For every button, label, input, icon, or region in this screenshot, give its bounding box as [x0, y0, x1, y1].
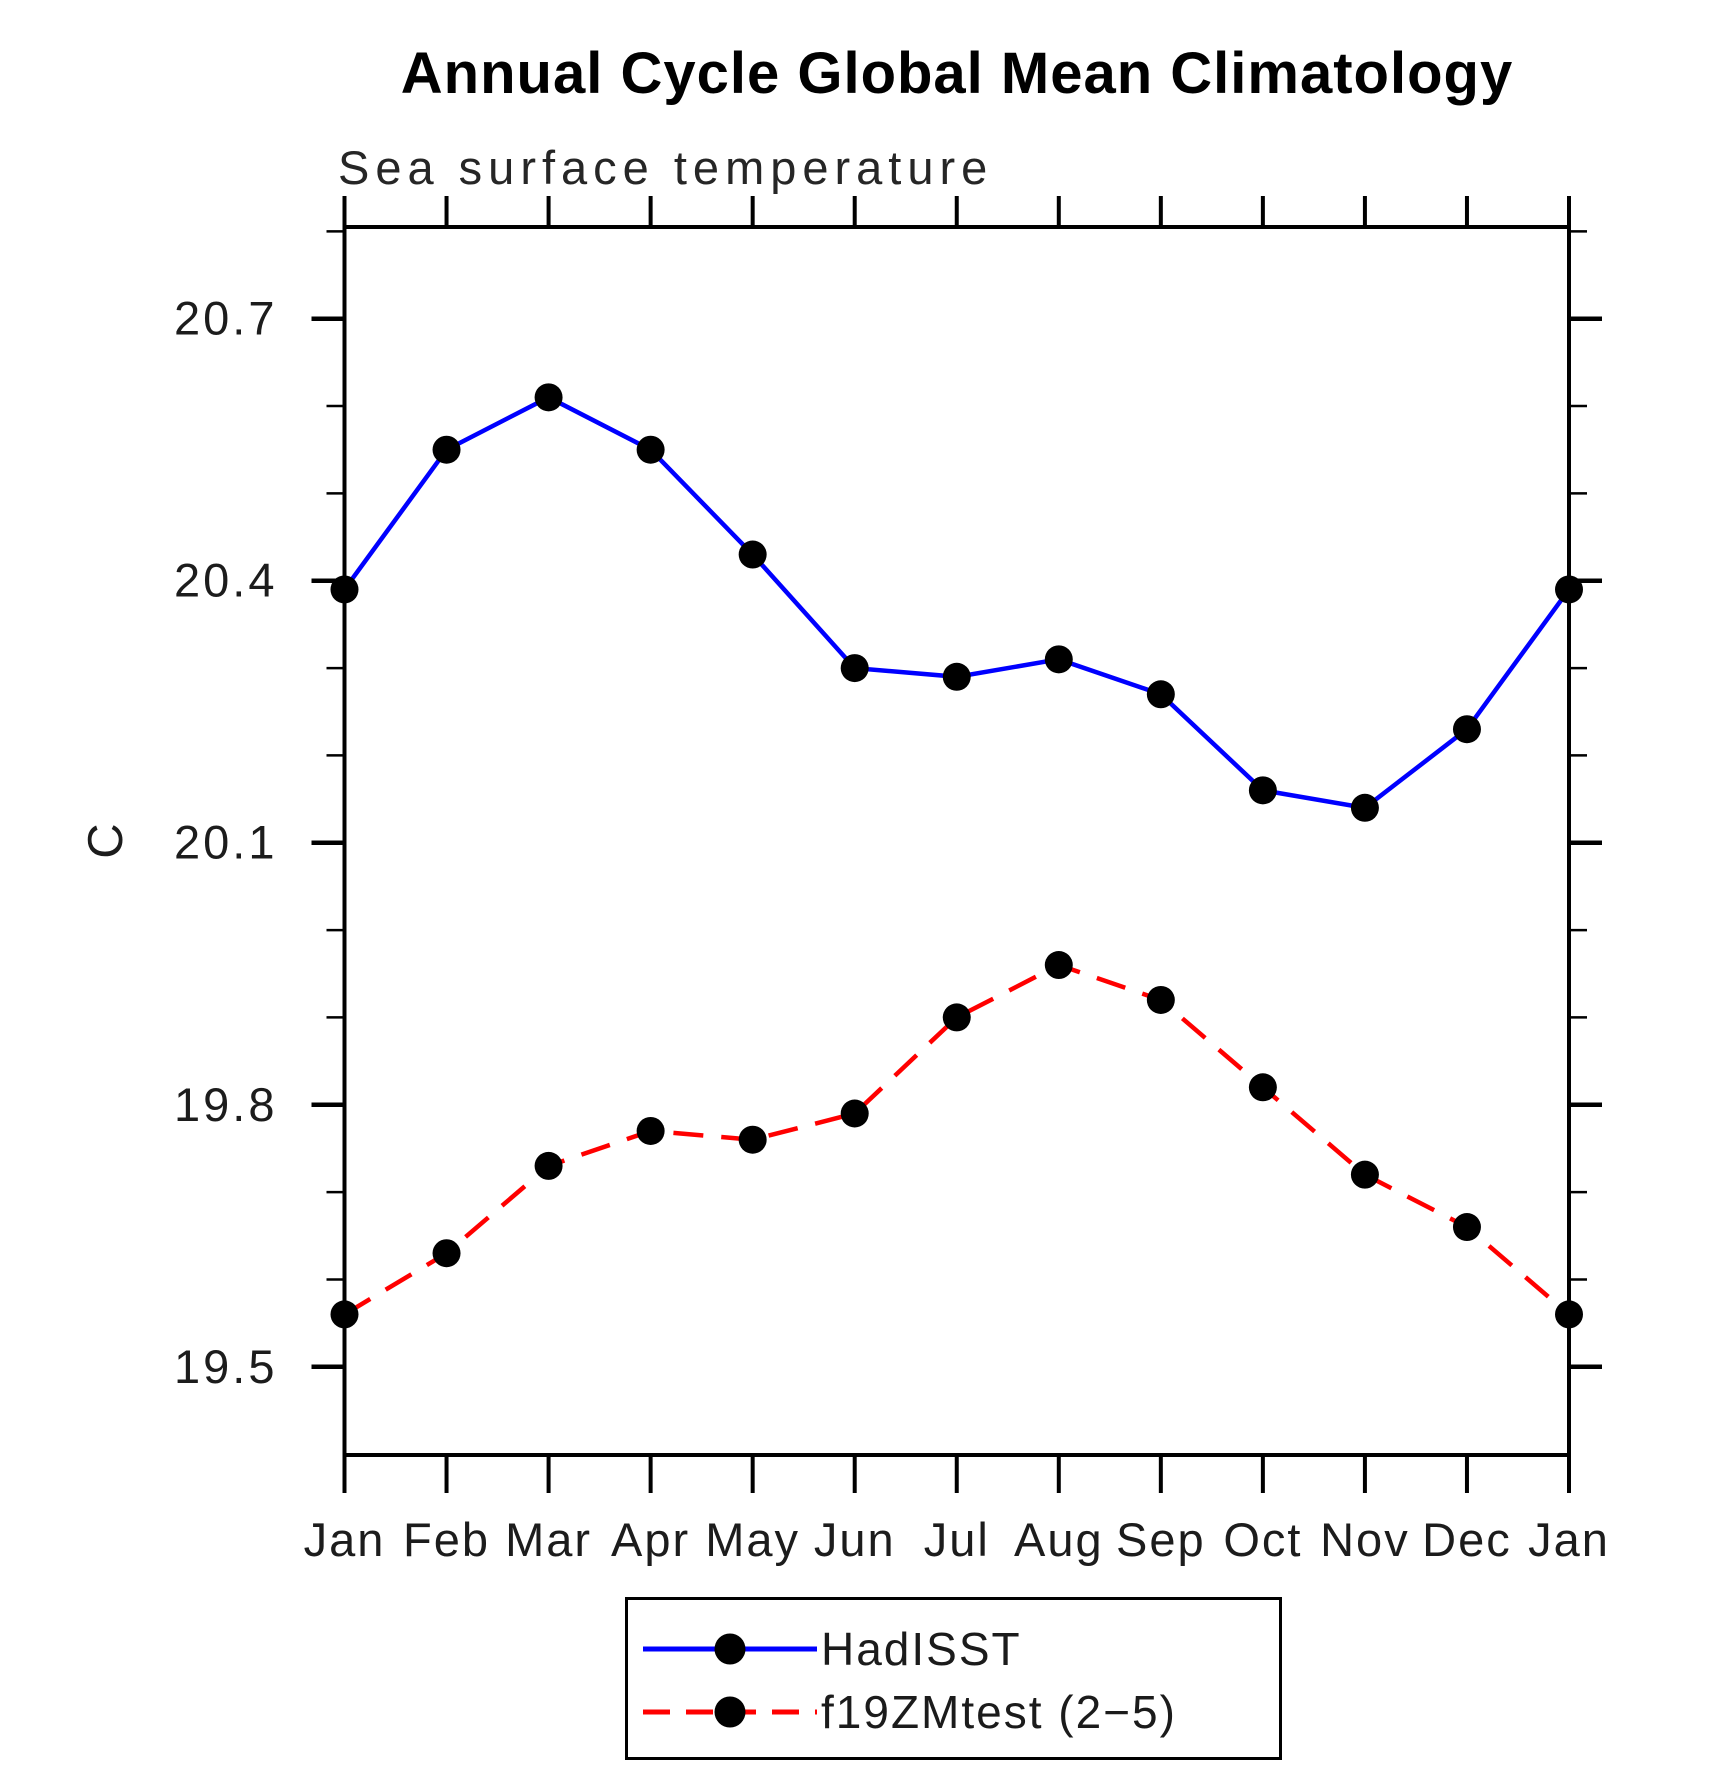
x-tick-label: Apr: [611, 1513, 690, 1566]
data-point-marker: [738, 1125, 767, 1154]
y-tick-label: 19.5: [174, 1340, 277, 1393]
legend-marker-dot: [714, 1696, 746, 1727]
x-tick-label: Oct: [1223, 1513, 1302, 1566]
legend-sample-line-solid: [643, 1633, 817, 1664]
x-tick-label: Aug: [1014, 1513, 1104, 1566]
y-tick-label: 20.1: [174, 816, 277, 869]
data-point-marker: [1248, 1073, 1277, 1102]
legend-marker-dot: [714, 1633, 746, 1664]
data-point-marker: [636, 1116, 665, 1145]
y-tick-label: 20.4: [174, 554, 277, 607]
data-point-marker: [636, 435, 665, 464]
data-point-marker: [840, 654, 869, 683]
legend: HadISST f19ZMtest (2−5): [625, 1597, 1282, 1760]
legend-entry-hadisst: HadISST: [641, 1617, 1279, 1680]
x-tick-label: Jan: [304, 1513, 386, 1566]
data-point-marker: [330, 575, 359, 604]
x-tick-label: Jan: [1528, 1513, 1610, 1566]
data-point-marker: [738, 540, 767, 569]
data-point-marker: [840, 1099, 869, 1128]
y-tick-label: 20.7: [174, 292, 277, 345]
legend-label: HadISST: [821, 1622, 1022, 1675]
page-title: Annual Cycle Global Mean Climatology: [400, 41, 1514, 106]
x-tick-label: Jul: [924, 1513, 990, 1566]
data-point-marker: [1350, 793, 1379, 822]
x-tick-label: Mar: [505, 1513, 592, 1566]
legend-entry-f19zmtest: f19ZMtest (2−5): [641, 1680, 1279, 1743]
data-point-marker: [1350, 1160, 1379, 1189]
data-point-marker: [534, 1151, 563, 1180]
data-point-marker: [1044, 645, 1073, 674]
x-tick-label: Jun: [814, 1513, 896, 1566]
x-tick-label: May: [705, 1513, 800, 1566]
x-tick-label: Nov: [1320, 1513, 1410, 1566]
data-point-marker: [1044, 951, 1073, 980]
data-point-marker: [432, 1239, 461, 1268]
data-point-marker: [1248, 776, 1277, 805]
series-line-hadisst: [342, 394, 1571, 811]
plot-frame: [342, 225, 1571, 1457]
legend-sample-line-dashed: [643, 1696, 817, 1727]
data-point-marker: [1452, 1213, 1481, 1242]
chart-subtitle: Sea surface temperature: [338, 141, 994, 194]
data-point-marker: [1146, 985, 1175, 1014]
data-point-marker: [330, 1300, 359, 1329]
y-axis-unit-label: C: [79, 823, 133, 858]
x-tick-label: Sep: [1116, 1513, 1206, 1566]
data-point-marker: [534, 383, 563, 412]
data-point-marker: [1555, 1300, 1583, 1329]
data-point-marker: [942, 662, 971, 691]
data-point-marker: [1452, 715, 1481, 744]
y-tick-label: 19.8: [174, 1078, 277, 1131]
x-tick-label: Feb: [403, 1513, 490, 1566]
data-point-marker: [432, 435, 461, 464]
data-point-marker: [942, 1003, 971, 1032]
data-point-marker: [1146, 680, 1175, 709]
x-tick-label: Dec: [1422, 1513, 1512, 1566]
legend-label: f19ZMtest (2−5): [821, 1685, 1177, 1738]
data-point-marker: [1555, 575, 1583, 604]
